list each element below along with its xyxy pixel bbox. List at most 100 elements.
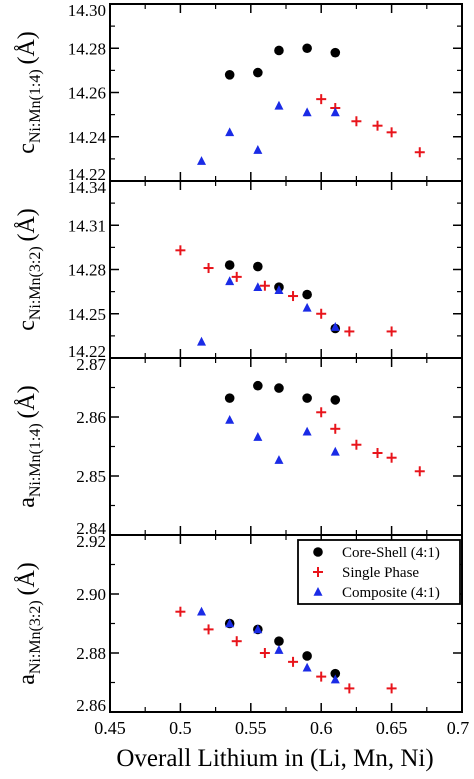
y-tick-label: 14.28 — [68, 261, 106, 280]
panel-frame — [109, 180, 463, 359]
data-point-core-shell — [330, 395, 341, 405]
data-point-composite — [330, 107, 340, 117]
data-point-single-phase — [231, 636, 242, 647]
data-point-composite — [274, 455, 284, 464]
data-point-core-shell — [253, 67, 263, 78]
data-point-composite — [253, 145, 263, 154]
data-point-composite — [225, 618, 235, 628]
data-point-core-shell — [253, 380, 263, 391]
y-tick-label: 14.25 — [68, 305, 106, 324]
y-tick-label: 2.86 — [76, 408, 106, 427]
data-point-single-phase — [351, 116, 362, 127]
x-tick-label: 0.7 — [447, 718, 470, 738]
data-point-single-phase — [288, 291, 299, 302]
data-point-single-phase — [372, 120, 383, 131]
data-point-core-shell — [253, 261, 263, 272]
data-point-composite — [330, 674, 340, 684]
data-point-single-phase — [316, 308, 327, 319]
y-axis-label: cNi:Mn(3:2) (Å) — [14, 208, 44, 331]
data-point-composite — [274, 100, 284, 110]
panel-c-ni-mn-1-4: 14.22 14.24 14.26 14.28 14.30 cNi:Mn(1:4) (Å) — [14, 1, 463, 184]
y-tick-label: 14.24 — [68, 128, 107, 147]
y-tick-label: 2.86 — [76, 696, 106, 715]
data-point-single-phase — [203, 624, 214, 635]
data-point-core-shell — [274, 383, 284, 393]
data-point-single-phase — [386, 127, 397, 138]
data-point-composite — [225, 276, 235, 286]
data-point-single-phase — [259, 280, 270, 291]
data-point-core-shell — [274, 45, 284, 56]
y-tick-label: 2.92 — [76, 532, 106, 551]
legend: Core-Shell (4:1) Single Phase Composite (4… — [297, 539, 461, 605]
data-point-single-phase — [386, 326, 397, 337]
data-point-composite — [253, 624, 263, 634]
legend-marker-single-phase — [313, 567, 323, 577]
data-point-composite — [302, 426, 312, 436]
data-point-composite — [302, 662, 312, 672]
panels: 14.22 14.24 14.26 14.28 14.30 cNi:Mn(1:4) (Å)… — [14, 1, 463, 715]
y-tick-label: 14.34 — [68, 178, 107, 197]
y-tick-label: 2.90 — [76, 585, 106, 604]
y-tick-label: 2.87 — [76, 355, 106, 374]
data-point-composite — [274, 285, 284, 294]
data-point-composite — [253, 282, 263, 291]
data-point-core-shell — [330, 668, 341, 679]
data-point-single-phase — [386, 683, 397, 694]
data-point-core-shell — [224, 70, 235, 80]
legend-label-composite: Composite (4:1) — [342, 585, 440, 601]
y-tick-label: 14.30 — [68, 1, 106, 20]
x-tick-label: 0.6 — [310, 718, 333, 738]
data-point-core-shell — [224, 260, 235, 270]
data-point-composite — [225, 127, 235, 137]
y-tick-label: 14.28 — [68, 39, 106, 58]
data-point-core-shell — [302, 651, 312, 661]
data-point-single-phase — [231, 271, 242, 282]
y-tick-label: 2.84 — [76, 519, 106, 538]
data-point-single-phase — [386, 452, 397, 463]
legend-marker-core-shell — [313, 547, 323, 557]
y-tick-label: 14.22 — [68, 342, 106, 361]
data-point-core-shell — [274, 636, 284, 646]
legend-marker-composite — [313, 587, 323, 596]
data-point-composite — [253, 432, 263, 441]
data-point-single-phase — [316, 671, 327, 682]
panel-frame — [109, 3, 463, 182]
data-point-composite — [225, 414, 235, 424]
data-point-core-shell — [302, 393, 312, 403]
panel-a-ni-mn-3-2: 2.86 2.88 2.90 2.92 aNi:Mn(3:2) (Å) Core-Shel… — [14, 532, 463, 715]
data-point-composite — [197, 336, 207, 346]
x-tick-label: 0.65 — [376, 718, 408, 738]
data-point-single-phase — [372, 447, 383, 458]
y-tick-label: 14.31 — [68, 216, 106, 235]
data-point-composite — [274, 645, 284, 654]
y-tick-label: 2.88 — [76, 644, 106, 663]
panel-frame — [109, 357, 463, 536]
data-point-composite — [330, 446, 340, 456]
data-point-single-phase — [344, 326, 355, 337]
data-point-composite — [330, 322, 340, 331]
x-tick-label: 0.55 — [235, 718, 267, 738]
data-point-single-phase — [203, 263, 214, 274]
data-point-composite — [197, 606, 207, 616]
data-point-composite — [302, 302, 312, 312]
data-point-core-shell — [224, 393, 235, 403]
y-axis-label: aNi:Mn(3:2) (Å) — [14, 562, 44, 685]
data-point-single-phase — [344, 683, 355, 694]
panel-a-ni-mn-1-4: 2.84 2.85 2.86 2.87 aNi:Mn(1:4) (Å) — [14, 355, 463, 538]
data-point-composite — [197, 156, 207, 165]
x-tick-label: 0.5 — [169, 718, 192, 738]
data-point-core-shell — [302, 289, 312, 300]
x-axis: 0.45 0.5 0.55 0.6 0.65 0.7 — [94, 718, 469, 738]
data-point-single-phase — [259, 648, 270, 658]
y-axis-label: aNi:Mn(1:4) (Å) — [14, 385, 44, 508]
y-axis-label: cNi:Mn(1:4) (Å) — [14, 31, 44, 154]
legend-label-core-shell: Core-Shell (4:1) — [342, 545, 440, 561]
data-point-single-phase — [175, 245, 186, 256]
data-point-single-phase — [288, 656, 299, 667]
x-tick-label: 0.45 — [94, 718, 126, 738]
data-point-core-shell — [302, 43, 312, 54]
y-tick-label: 14.22 — [68, 165, 106, 184]
panel-c-ni-mn-3-2: 14.22 14.25 14.28 14.31 14.34 cNi:Mn(3:2) (Å) — [14, 178, 463, 361]
data-point-single-phase — [316, 407, 327, 418]
